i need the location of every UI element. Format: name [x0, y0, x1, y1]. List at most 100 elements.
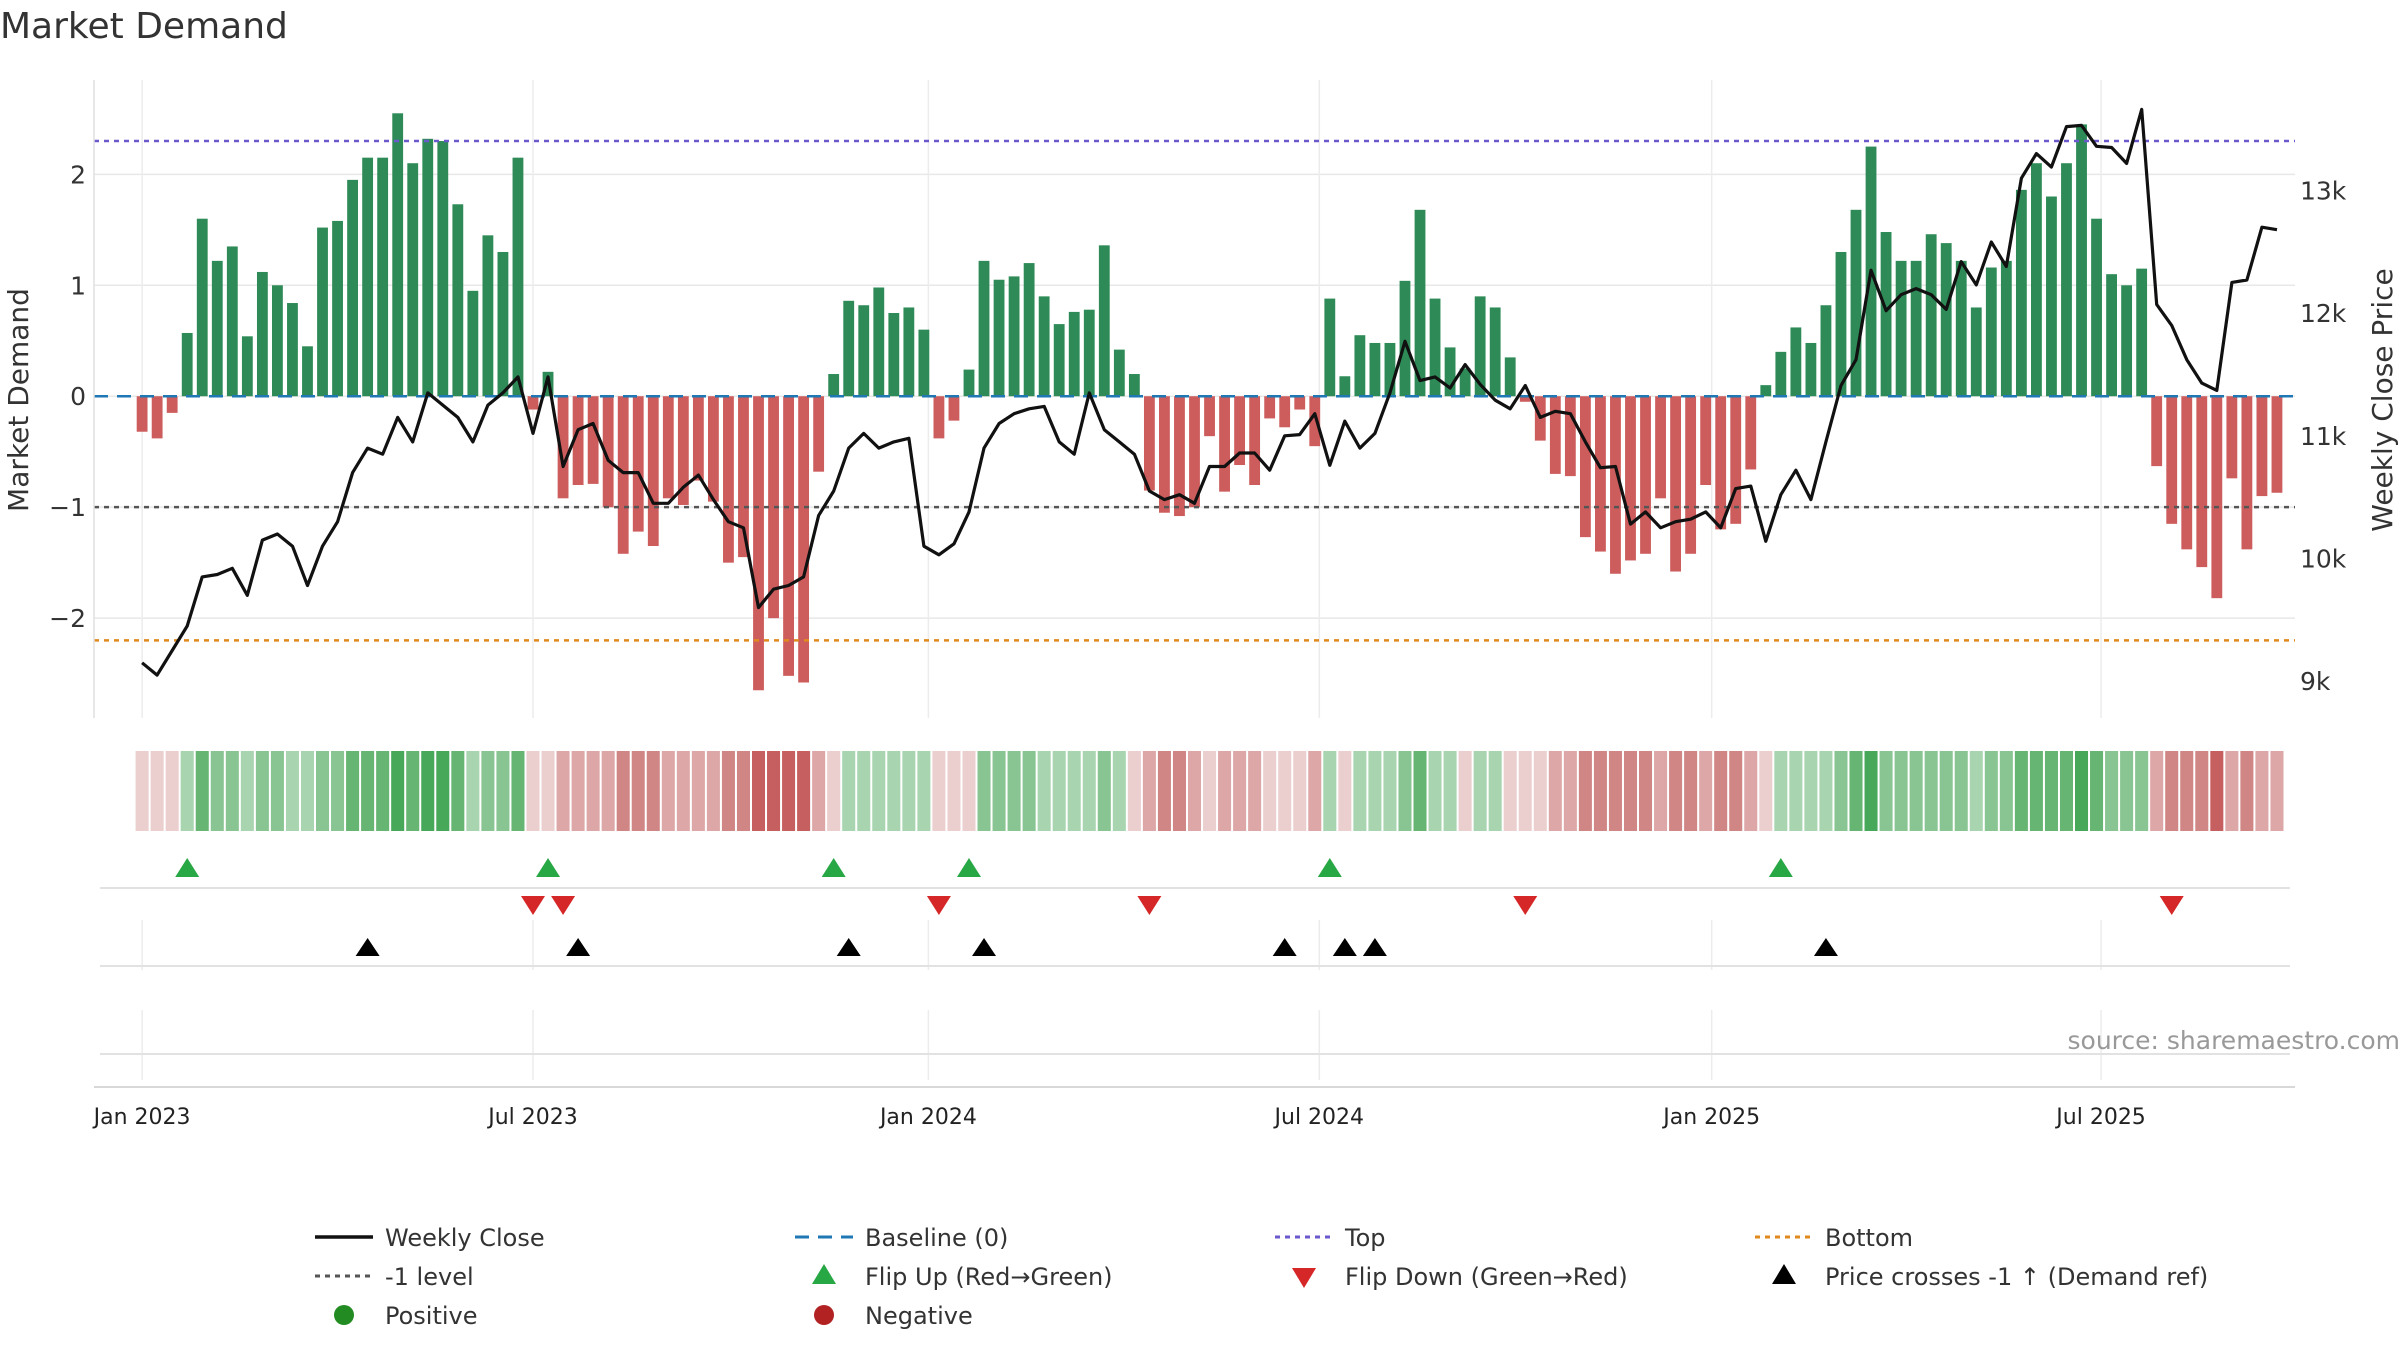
- demand-bar: [1775, 351, 1787, 397]
- flip-up-marker: [821, 858, 846, 877]
- demand-bar: [1159, 396, 1170, 513]
- strength-cell: [1639, 751, 1653, 831]
- strength-cell: [180, 751, 194, 831]
- strength-cell: [1819, 751, 1833, 831]
- demand-bar: [587, 396, 599, 484]
- legend-label: Negative: [865, 1302, 973, 1330]
- demand-bar: [2211, 396, 2223, 599]
- strength-cell: [661, 751, 675, 831]
- strength-cell: [2210, 751, 2224, 831]
- axes: 2 1 0 −1 −2 13k 12k 11k 10k 9k: [49, 80, 2347, 718]
- strength-cell: [1503, 751, 1517, 831]
- demand-bar: [723, 396, 734, 563]
- demand-bar: [1053, 324, 1065, 397]
- demand-bar: [1895, 260, 1907, 397]
- demand-bar: [1264, 396, 1276, 419]
- demand-bar: [497, 251, 509, 397]
- strength-cell: [1413, 751, 1427, 831]
- demand-bar: [2151, 396, 2163, 467]
- flip-up-marker: [175, 858, 200, 877]
- strength-cell: [1052, 751, 1066, 831]
- demand-bar: [738, 396, 749, 558]
- strength-cell: [195, 751, 209, 831]
- strength-cell: [1984, 751, 1998, 831]
- strength-cell: [1142, 751, 1156, 831]
- cross-up-marker: [1813, 938, 1838, 956]
- demand-bar: [1324, 298, 1336, 397]
- demand-bar: [1655, 396, 1666, 499]
- strength-cell: [1563, 751, 1577, 831]
- strength-cell: [2074, 751, 2089, 831]
- demand-bar: [467, 290, 479, 397]
- demand-bar: [813, 396, 825, 472]
- demand-bar: [1760, 385, 1772, 397]
- y-tick-label-left: 2: [70, 160, 86, 189]
- strength-cell: [631, 751, 645, 831]
- demand-bar: [1985, 267, 1997, 397]
- strength-cell: [2014, 751, 2028, 831]
- strength-cell: [706, 751, 720, 831]
- legend: Weekly Close Baseline (0) Top Bottom -1 leve…: [315, 1224, 2208, 1330]
- strength-cell: [721, 751, 735, 831]
- demand-bar: [1038, 296, 1050, 397]
- demand-bar: [2241, 396, 2253, 550]
- strength-cell: [1654, 751, 1668, 831]
- demand-bar: [572, 396, 584, 485]
- strength-cell: [1488, 751, 1502, 831]
- y-tick-label-left: 1: [70, 271, 86, 300]
- demand-bar: [1083, 309, 1095, 397]
- strength-cell: [135, 751, 149, 831]
- strength-cell: [1353, 751, 1367, 831]
- y-tick-label-right: 12k: [2300, 299, 2347, 328]
- legend-label: Top: [1344, 1224, 1386, 1252]
- strength-cell: [1218, 751, 1232, 831]
- strength-cell: [736, 751, 750, 831]
- strength-cell: [767, 751, 781, 831]
- strength-cell: [2180, 751, 2194, 831]
- demand-bar: [1595, 396, 1606, 552]
- demand-bar: [1925, 234, 1937, 397]
- strength-cell: [556, 751, 570, 831]
- flip-up-marker: [536, 858, 561, 877]
- flip-down-marker: [1513, 896, 1538, 915]
- demand-bar: [362, 157, 374, 397]
- strength-cell: [150, 751, 164, 831]
- demand-bar: [1970, 307, 1982, 397]
- demand-bar: [407, 163, 419, 397]
- demand-bar: [1219, 396, 1230, 492]
- legend-swatch: [812, 1264, 836, 1284]
- demand-bar: [692, 396, 704, 481]
- strength-cell: [1097, 751, 1111, 831]
- strength-cell: [812, 751, 826, 831]
- strength-cell: [481, 751, 495, 831]
- demand-bar: [512, 157, 524, 397]
- demand-bar: [1204, 396, 1215, 437]
- demand-bar: [2031, 163, 2042, 397]
- demand-bar: [1174, 396, 1185, 517]
- demand-bar: [2091, 218, 2102, 397]
- strength-cell: [1007, 751, 1021, 831]
- demand-bar: [1143, 396, 1155, 491]
- strength-cell: [316, 751, 330, 831]
- demand-bar: [1113, 349, 1125, 397]
- legend-swatch: [814, 1305, 834, 1325]
- demand-bar: [2256, 396, 2268, 497]
- legend-item: Negative: [814, 1302, 973, 1330]
- demand-bar: [677, 396, 689, 505]
- demand-bar: [136, 396, 148, 432]
- demand-bar: [302, 346, 313, 397]
- demand-bar: [873, 287, 885, 397]
- legend-item: Bottom: [1755, 1224, 1913, 1252]
- strength-cell: [1939, 751, 1953, 831]
- demand-bar: [1128, 374, 1140, 397]
- cross-up-marker: [1272, 938, 1297, 956]
- demand-bar: [2166, 396, 2178, 524]
- strength-cell: [2165, 751, 2179, 831]
- demand-bar: [632, 396, 644, 532]
- strength-cell: [1398, 751, 1412, 831]
- demand-bar: [1625, 396, 1636, 561]
- demand-bar: [256, 271, 268, 397]
- strength-cell: [1879, 751, 1893, 831]
- demand-bar: [978, 260, 990, 397]
